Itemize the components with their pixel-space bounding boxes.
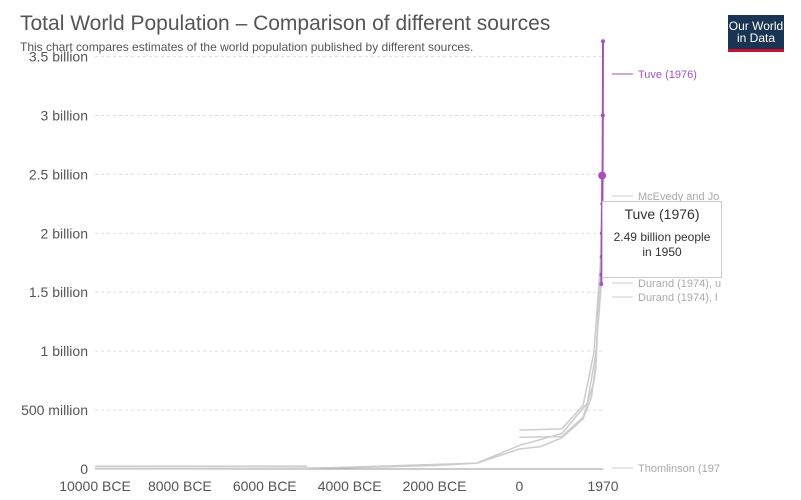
series-line [519,281,600,438]
series-label: Durand (1974), l [638,292,718,304]
y-tick-label: 0 [80,461,88,477]
y-tick-label: 2.5 billion [29,166,88,182]
x-tick-label: 0 [515,478,523,494]
tooltip: Tuve (1976) 2.49 billion people in 1950 [602,201,722,278]
tooltip-title: Tuve (1976) [603,202,721,222]
x-tick-label: 1970 [587,478,618,494]
series-lines [95,39,606,468]
data-point [601,113,605,117]
y-tick-label: 500 million [21,402,88,418]
x-tick-label: 2000 BCE [403,478,467,494]
hover-point [598,172,606,180]
x-axis: 10000 BCE 8000 BCE 6000 BCE 4000 BCE 2000 BC… [59,478,619,494]
y-tick-label: 1 billion [41,343,88,359]
series-label: Thomlinson (197 [638,463,720,475]
data-point [599,282,603,286]
y-tick-label: 3 billion [41,107,88,123]
y-tick-label: 1.5 billion [29,284,88,300]
series-label: Durand (1974), u [638,278,721,290]
y-axis: 0 500 million 1 billion 1.5 billion 2 billio… [21,49,88,477]
data-point [601,39,605,43]
y-tick-label: 3.5 billion [29,49,88,65]
series-label: Tuve (1976) [638,69,697,81]
grid-lines [95,57,603,469]
series-line [95,284,601,468]
series-line [95,174,602,468]
x-tick-label: 8000 BCE [148,478,212,494]
tooltip-value: 2.49 billion people in 1950 [603,230,721,260]
y-tick-label: 2 billion [41,225,88,241]
x-tick-label: 4000 BCE [318,478,382,494]
x-tick-label: 6000 BCE [233,478,297,494]
x-tick-label: 10000 BCE [59,478,131,494]
